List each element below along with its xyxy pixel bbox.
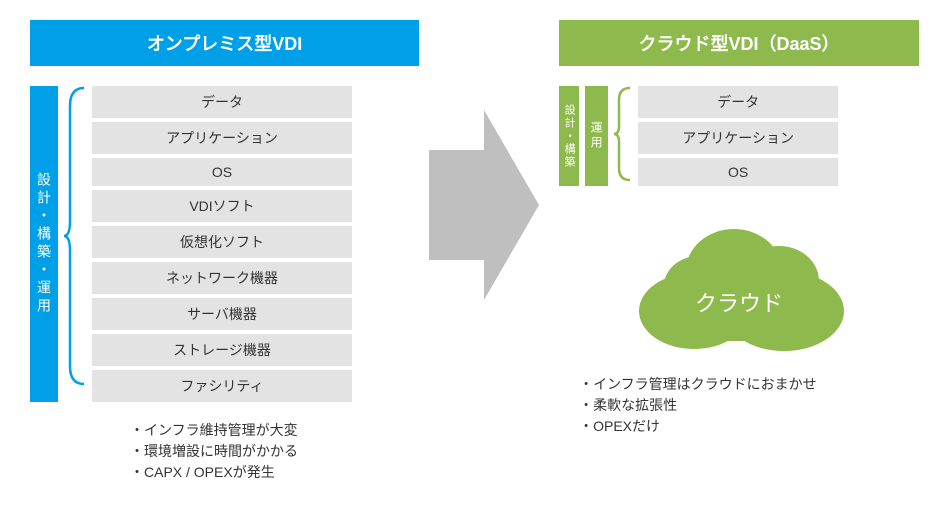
cloud-label: クラウド (695, 291, 783, 316)
daas-bracket-icon (614, 86, 632, 182)
daas-header: クラウド型VDI（DaaS） (559, 20, 919, 66)
daas-sidebar-label-ops: 運用 (585, 86, 608, 186)
onprem-bracket-icon (64, 86, 86, 386)
daas-notes: インフラ管理はクラウドにおまかせ柔軟な拡張性OPEXだけ (579, 374, 919, 437)
daas-item: OS (638, 158, 838, 186)
daas-item: データ (638, 86, 838, 118)
onprem-item: ファシリティ (92, 370, 352, 402)
onprem-notes: インフラ維持管理が大変環境増設に時間がかかるCAPX / OPEXが発生 (130, 420, 419, 483)
daas-item: アプリケーション (638, 122, 838, 154)
cloud-graphic: クラウド (559, 206, 919, 356)
onprem-item: 仮想化ソフト (92, 226, 352, 258)
daas-note: インフラ管理はクラウドにおまかせ (579, 374, 919, 395)
daas-panel: 設計・構築 運用 データアプリケーション OS (559, 86, 919, 186)
diagram-root: オンプレミス型VDI 設計・構築・運用 データアプリケーション OS VDIソフト仮… (30, 20, 919, 483)
onprem-item: VDIソフト (92, 190, 352, 222)
daas-column: クラウド型VDI（DaaS） 設計・構築 運用 データアプリケーション OS クラ… (559, 20, 919, 437)
onprem-item: アプリケーション (92, 122, 352, 154)
onprem-note: インフラ維持管理が大変 (130, 420, 419, 441)
onprem-column: オンプレミス型VDI 設計・構築・運用 データアプリケーション OS VDIソフト仮… (30, 20, 419, 483)
daas-sidebar-label-design: 設計・構築 (559, 86, 579, 186)
onprem-note: 環境増設に時間がかかる (130, 441, 419, 462)
onprem-stack: データアプリケーション OS VDIソフト仮想化ソフトネットワーク機器サーバ機器スト… (92, 86, 352, 402)
onprem-sidebar-label: 設計・構築・運用 (30, 86, 58, 402)
onprem-panel: 設計・構築・運用 データアプリケーション OS VDIソフト仮想化ソフトネットワーク… (30, 86, 419, 402)
onprem-header: オンプレミス型VDI (30, 20, 419, 66)
onprem-note: CAPX / OPEXが発生 (130, 462, 419, 483)
onprem-item: ストレージ機器 (92, 334, 352, 366)
arrow-icon (429, 110, 539, 305)
daas-stack: データアプリケーション OS (638, 86, 838, 186)
onprem-item: OS (92, 158, 352, 186)
daas-note: 柔軟な拡張性 (579, 395, 919, 416)
onprem-item: ネットワーク機器 (92, 262, 352, 294)
onprem-item: データ (92, 86, 352, 118)
onprem-item: サーバ機器 (92, 298, 352, 330)
daas-note: OPEXだけ (579, 416, 919, 437)
